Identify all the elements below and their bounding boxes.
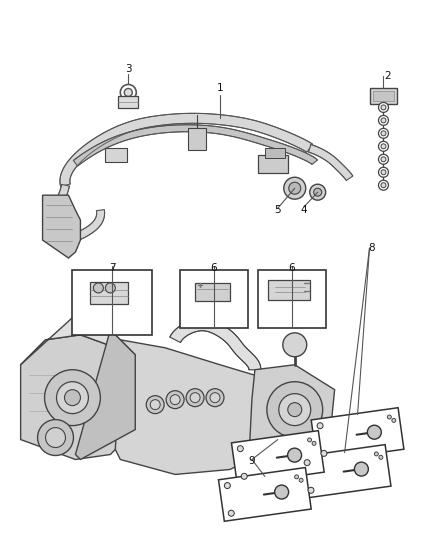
Polygon shape — [311, 408, 404, 462]
Circle shape — [170, 394, 180, 405]
Circle shape — [46, 427, 66, 448]
Circle shape — [283, 333, 307, 357]
Circle shape — [228, 510, 234, 516]
Polygon shape — [42, 195, 81, 258]
Circle shape — [206, 389, 224, 407]
Circle shape — [378, 102, 389, 112]
Circle shape — [310, 184, 326, 200]
Circle shape — [378, 180, 389, 190]
Circle shape — [288, 448, 302, 462]
Circle shape — [295, 475, 299, 479]
Text: 4: 4 — [300, 205, 307, 215]
Polygon shape — [60, 114, 313, 187]
Bar — [180, 270, 248, 328]
Polygon shape — [170, 319, 261, 370]
Polygon shape — [308, 144, 353, 181]
Circle shape — [224, 482, 230, 489]
Bar — [106, 148, 127, 162]
Circle shape — [45, 370, 100, 425]
Circle shape — [314, 188, 321, 196]
Circle shape — [378, 116, 389, 125]
Text: 9: 9 — [249, 456, 255, 466]
Circle shape — [367, 425, 381, 439]
Circle shape — [392, 418, 396, 422]
Bar — [195, 283, 230, 301]
Polygon shape — [51, 184, 105, 244]
Circle shape — [288, 402, 302, 417]
Polygon shape — [75, 330, 135, 459]
Circle shape — [312, 441, 316, 446]
Circle shape — [354, 462, 368, 476]
Bar — [370, 88, 397, 104]
Circle shape — [308, 487, 314, 493]
Circle shape — [299, 478, 303, 482]
Circle shape — [124, 88, 132, 96]
Bar — [72, 270, 152, 335]
Circle shape — [166, 391, 184, 409]
Circle shape — [378, 167, 389, 177]
Bar — [265, 148, 285, 158]
Circle shape — [379, 455, 383, 459]
Circle shape — [279, 394, 311, 425]
Circle shape — [289, 182, 301, 194]
Circle shape — [57, 382, 88, 414]
Text: 5: 5 — [275, 205, 281, 215]
Circle shape — [267, 382, 323, 438]
Circle shape — [150, 400, 160, 410]
Bar — [258, 155, 288, 173]
Text: 2: 2 — [384, 71, 391, 82]
Circle shape — [241, 473, 247, 479]
Circle shape — [275, 485, 289, 499]
Circle shape — [304, 459, 310, 466]
Polygon shape — [21, 335, 135, 459]
Polygon shape — [115, 340, 270, 474]
Circle shape — [237, 446, 244, 451]
Circle shape — [387, 415, 391, 419]
Polygon shape — [219, 467, 311, 521]
Circle shape — [317, 423, 323, 429]
Circle shape — [378, 141, 389, 151]
Bar — [268, 280, 310, 300]
Circle shape — [381, 131, 386, 136]
Circle shape — [381, 118, 386, 123]
Polygon shape — [73, 125, 318, 166]
Polygon shape — [21, 315, 135, 365]
Circle shape — [381, 169, 386, 175]
Bar — [372, 92, 395, 101]
Circle shape — [307, 438, 311, 442]
Bar — [90, 282, 128, 304]
Text: 7: 7 — [109, 263, 116, 273]
Circle shape — [381, 105, 386, 110]
Text: 8: 8 — [368, 243, 375, 253]
Text: 3: 3 — [125, 63, 131, 74]
Circle shape — [120, 84, 136, 100]
Circle shape — [284, 177, 306, 199]
Circle shape — [146, 395, 164, 414]
Circle shape — [374, 452, 378, 456]
Bar — [258, 270, 326, 328]
Circle shape — [186, 389, 204, 407]
Circle shape — [378, 128, 389, 139]
Circle shape — [378, 154, 389, 164]
Circle shape — [210, 393, 220, 402]
Text: 1: 1 — [217, 84, 223, 93]
Circle shape — [381, 157, 386, 162]
Circle shape — [381, 183, 386, 188]
Circle shape — [64, 390, 81, 406]
Bar — [118, 96, 138, 108]
Polygon shape — [231, 431, 324, 484]
Circle shape — [190, 393, 200, 402]
Circle shape — [321, 450, 327, 456]
Circle shape — [93, 283, 103, 293]
Bar — [188, 128, 206, 150]
Circle shape — [38, 419, 74, 456]
Polygon shape — [298, 445, 391, 498]
Circle shape — [106, 283, 115, 293]
Text: 6: 6 — [211, 263, 217, 273]
Circle shape — [381, 144, 386, 149]
Polygon shape — [250, 365, 335, 459]
Text: 6: 6 — [289, 263, 295, 273]
